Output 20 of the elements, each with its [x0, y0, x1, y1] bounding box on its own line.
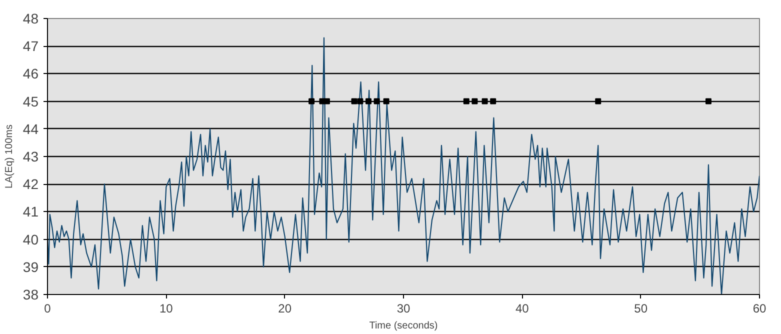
x-tick-label: 60	[752, 302, 766, 316]
y-tick-label: 46	[22, 66, 39, 82]
y-axis-title: LA(Eq) 100ms	[4, 124, 15, 188]
y-tick-label: 47	[22, 38, 39, 54]
y-tick-label: 38	[22, 286, 39, 302]
y-tick-label: 40	[22, 231, 39, 248]
x-tick-label: 30	[396, 302, 410, 316]
x-tick-label: 20	[278, 302, 292, 316]
y-tick-label: 45	[22, 93, 39, 110]
y-tick-label: 44	[22, 120, 39, 137]
y-tick-label: 39	[22, 258, 39, 275]
x-axis-title: Time (seconds)	[369, 320, 438, 332]
y-tick-label: 43	[22, 148, 39, 164]
y-tick-label: 48	[22, 10, 39, 26]
x-tick-label: 0	[44, 302, 52, 316]
x-tick-label: 10	[159, 302, 174, 316]
x-tick-label: 50	[634, 302, 648, 316]
x-tick-label: 40	[515, 302, 530, 316]
y-tick-label: 42	[22, 176, 39, 192]
y-tick-label: 41	[22, 204, 39, 220]
